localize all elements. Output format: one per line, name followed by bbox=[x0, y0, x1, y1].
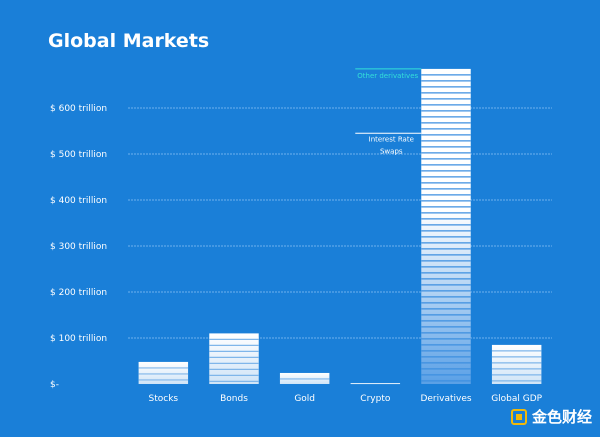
y-tick-label: $ 200 trillion bbox=[50, 288, 107, 298]
x-tick-label: Stocks bbox=[149, 394, 179, 404]
x-tick-label: Derivatives bbox=[420, 394, 471, 404]
y-tick-label: $ 500 trillion bbox=[50, 150, 107, 160]
y-tick-label: $ 300 trillion bbox=[50, 242, 107, 252]
chart-title: Global Markets bbox=[48, 30, 210, 52]
y-tick-label: $- bbox=[50, 380, 59, 390]
y-tick-label: $ 600 trillion bbox=[50, 104, 107, 114]
annotation-interest-rate-swaps: Swaps bbox=[380, 147, 403, 155]
watermark: 金色财经 bbox=[510, 406, 592, 427]
y-tick-label: $ 100 trillion bbox=[50, 334, 107, 344]
annotation-other-derivatives: Other derivatives bbox=[357, 72, 418, 80]
x-tick-label: Bonds bbox=[220, 394, 248, 404]
bar-derivatives bbox=[421, 68, 471, 385]
bar-stocks bbox=[138, 361, 189, 384]
bar-crypto bbox=[350, 383, 401, 385]
y-tick-label: $ 400 trillion bbox=[50, 196, 107, 206]
watermark-logo-icon bbox=[510, 408, 527, 425]
watermark-text: 金色财经 bbox=[531, 408, 592, 426]
annotation-interest-rate-swaps: Interest Rate bbox=[369, 135, 414, 143]
x-tick-label: Global GDP bbox=[491, 394, 542, 404]
x-tick-label: Crypto bbox=[360, 394, 391, 404]
bar-bonds bbox=[209, 333, 259, 384]
x-tick-label: Gold bbox=[294, 394, 315, 404]
